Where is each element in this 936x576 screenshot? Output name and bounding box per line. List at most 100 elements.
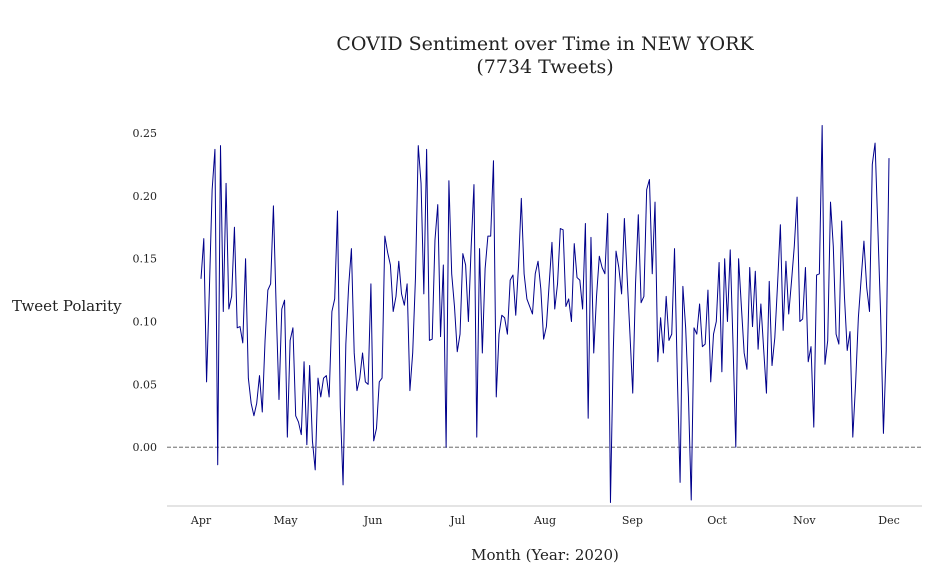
data-point — [632, 393, 633, 394]
x-tick-label: Jul — [449, 514, 465, 527]
data-point — [462, 253, 463, 254]
data-point — [214, 149, 215, 150]
data-point — [604, 273, 605, 274]
data-point — [471, 246, 472, 247]
data-point — [476, 437, 477, 438]
data-point — [465, 264, 466, 265]
data-point — [685, 327, 686, 328]
data-point — [824, 364, 825, 365]
data-point — [549, 283, 550, 284]
x-tick-label: Sep — [622, 514, 643, 527]
data-point — [365, 381, 366, 382]
data-point — [733, 344, 734, 345]
data-point — [769, 281, 770, 282]
data-point — [535, 273, 536, 274]
data-point — [833, 246, 834, 247]
data-point — [816, 275, 817, 276]
data-point — [551, 242, 552, 243]
data-point — [320, 396, 321, 397]
data-point — [482, 352, 483, 353]
data-point — [730, 249, 731, 250]
data-point — [434, 239, 435, 240]
data-point — [869, 311, 870, 312]
data-point — [507, 334, 508, 335]
data-point — [446, 447, 447, 448]
data-point — [844, 296, 845, 297]
data-point — [543, 339, 544, 340]
data-point — [281, 308, 282, 309]
data-point — [780, 224, 781, 225]
data-point — [259, 375, 260, 376]
data-point — [755, 271, 756, 272]
data-point — [429, 340, 430, 341]
data-point — [487, 236, 488, 237]
data-point — [267, 290, 268, 291]
data-point — [454, 306, 455, 307]
x-tick-label: Jun — [363, 514, 383, 527]
data-point — [418, 145, 419, 146]
data-point — [593, 352, 594, 353]
y-tick-label: 0.10 — [133, 316, 158, 329]
data-point — [582, 308, 583, 309]
data-point — [546, 326, 547, 327]
x-tick-label: May — [274, 514, 299, 527]
data-point — [783, 330, 784, 331]
data-point — [643, 296, 644, 297]
data-point — [432, 339, 433, 340]
data-point — [836, 334, 837, 335]
data-point — [889, 158, 890, 159]
data-point — [457, 351, 458, 352]
data-point — [613, 352, 614, 353]
data-point — [655, 202, 656, 203]
data-point — [668, 340, 669, 341]
data-point — [877, 228, 878, 229]
data-point — [680, 482, 681, 483]
data-point — [203, 238, 204, 239]
data-point — [707, 290, 708, 291]
data-point — [448, 180, 449, 181]
data-point — [710, 381, 711, 382]
data-point — [629, 334, 630, 335]
data-point — [875, 143, 876, 144]
data-point — [682, 286, 683, 287]
data-point — [499, 334, 500, 335]
chart-title: COVID Sentiment over Time in NEW YORK (7… — [0, 33, 936, 79]
data-point — [301, 434, 302, 435]
data-point — [694, 327, 695, 328]
data-point — [671, 334, 672, 335]
data-point — [688, 396, 689, 397]
data-point — [387, 252, 388, 253]
data-point — [287, 437, 288, 438]
data-point — [209, 290, 210, 291]
data-point — [524, 273, 525, 274]
data-point — [443, 264, 444, 265]
series-line — [200, 125, 890, 503]
data-point — [588, 418, 589, 419]
data-point — [315, 469, 316, 470]
data-point — [398, 261, 399, 262]
data-point — [791, 281, 792, 282]
data-point — [226, 183, 227, 184]
data-point — [822, 125, 823, 126]
data-point — [721, 371, 722, 372]
data-point — [610, 502, 611, 503]
data-point — [351, 248, 352, 249]
data-point — [813, 427, 814, 428]
data-point — [412, 352, 413, 353]
data-point — [276, 308, 277, 309]
data-point — [309, 365, 310, 366]
data-point — [838, 344, 839, 345]
data-point — [663, 352, 664, 353]
data-point — [515, 315, 516, 316]
data-point — [331, 311, 332, 312]
data-point — [253, 415, 254, 416]
data-point — [384, 236, 385, 237]
data-point — [766, 393, 767, 394]
data-point — [847, 350, 848, 351]
data-point — [256, 403, 257, 404]
data-point — [273, 205, 274, 206]
data-point — [234, 227, 235, 228]
data-point — [886, 350, 887, 351]
data-point — [538, 261, 539, 262]
